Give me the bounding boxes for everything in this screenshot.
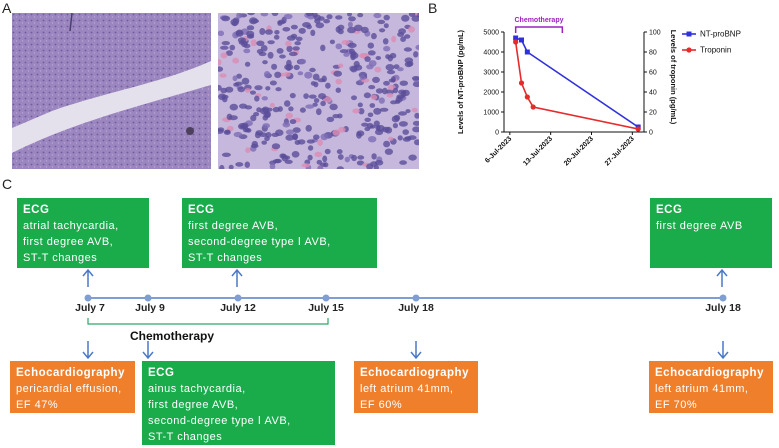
- box-line: second-degree type Ⅰ AVB,: [188, 236, 331, 248]
- box-title: ECG: [656, 204, 683, 216]
- box-line: pericardial effusion,: [16, 383, 122, 395]
- ecg-box-july7: ECG atrial tachycardia, first degree AVB…: [17, 198, 149, 268]
- data-point: [635, 126, 641, 132]
- up-arrow-icon: [231, 268, 243, 287]
- down-arrow-icon: [410, 341, 422, 360]
- left-tick-label: 5000: [483, 30, 499, 37]
- chemotherapy-bracket: [514, 26, 564, 33]
- date-label: July 7: [75, 302, 105, 314]
- timeline-panel: ECG atrial tachycardia, first degree AVB…: [0, 190, 779, 448]
- box-line: ainus tachycardia,: [148, 383, 246, 395]
- panel-label-b: B: [428, 0, 438, 16]
- right-tick-label: 40: [649, 90, 657, 97]
- box-line: EF 47%: [16, 399, 59, 411]
- box-line: left atrium 41mm,: [655, 383, 749, 395]
- box-line: EF 70%: [655, 399, 698, 411]
- echo-box-july18: Echocardiography left atrium 41mm, EF 60…: [354, 361, 478, 413]
- ecg-box-july12: ECG first degree AVB, second-degree type…: [182, 198, 377, 268]
- right-tick-label: 60: [649, 70, 657, 77]
- timeline-marker: [719, 294, 727, 302]
- timeline-marker: [322, 294, 330, 302]
- y-right-axis-label: Levels of troponin (pg/mL): [669, 30, 678, 125]
- echo-box-july7: Echocardiography pericardial effusion, E…: [10, 361, 135, 413]
- timeline-marker: [234, 294, 242, 302]
- cell-texture: [218, 13, 419, 169]
- ecg-box-july18: ECG first degree AVB: [650, 198, 772, 268]
- echo-box-july18-second: Echocardiography left atrium 41mm, EF 70…: [649, 361, 773, 413]
- box-line: first degree AVB,: [148, 399, 239, 411]
- data-point: [518, 80, 525, 86]
- box-line: first degree AVB,: [188, 220, 279, 232]
- data-point: [524, 49, 530, 55]
- x-tick-label: 13-Jul-2023: [522, 135, 554, 167]
- down-arrow-icon: [717, 341, 729, 360]
- down-arrow-icon: [142, 341, 154, 360]
- left-tick-label: 2000: [483, 90, 499, 97]
- histology-high-magnification-image: [218, 13, 419, 169]
- legend-marker: [686, 47, 692, 53]
- legend-label: Troponin: [700, 46, 731, 55]
- legend-label: NT-proBNP: [700, 30, 741, 39]
- box-line: left atrium 41mm,: [360, 383, 454, 395]
- box-title: Echocardiography: [16, 367, 125, 379]
- histology-low-magnification-image: [12, 13, 211, 169]
- data-point: [513, 35, 519, 41]
- left-tick-label: 0: [495, 130, 499, 137]
- date-label: July 12: [220, 302, 256, 314]
- series-line-nt-probnp: [515, 37, 639, 128]
- box-title: Echocardiography: [655, 367, 764, 379]
- timeline-axis: [88, 297, 723, 299]
- data-point: [519, 37, 524, 43]
- box-title: Echocardiography: [360, 367, 469, 379]
- panel-label-a: A: [2, 0, 12, 16]
- box-line: ST-T changes: [188, 252, 263, 264]
- box-title: ECG: [188, 204, 215, 216]
- box-line: atrial tachycardia,: [23, 220, 119, 232]
- date-label: July 18: [705, 302, 741, 314]
- data-point: [524, 94, 530, 100]
- chemotherapy-annotation: Chemotherapy: [514, 17, 563, 24]
- box-line: EF 60%: [360, 399, 403, 411]
- ecg-box-july9: ECG ainus tachycardia, first degree AVB,…: [142, 361, 335, 445]
- chemotherapy-bracket: [87, 318, 329, 325]
- left-tick-label: 3000: [483, 70, 499, 77]
- box-title: ECG: [23, 204, 50, 216]
- date-label: July 18: [398, 302, 434, 314]
- data-point: [530, 104, 536, 110]
- x-tick-label: 6-Jul-2023: [484, 135, 513, 164]
- timeline-marker: [144, 294, 152, 302]
- right-tick-label: 80: [649, 50, 657, 57]
- x-tick-label: 20-Jul-2023: [563, 135, 595, 167]
- date-label: July 15: [308, 302, 344, 314]
- y-left-axis-label: Levels of NT-proBNP (pg/mL): [456, 29, 465, 134]
- timeline-marker: [412, 294, 420, 302]
- box-line: ST-T changes: [23, 252, 98, 264]
- box-line: first degree AVB,: [23, 236, 114, 248]
- right-tick-label: 20: [649, 110, 657, 117]
- biomarker-line-chart: 0 1000 2000 3000 4000 5000 0 20 40 60 80 100 6-Jul-2…: [456, 17, 741, 167]
- date-label: July 9: [135, 302, 165, 314]
- chemotherapy-label: Chemotherapy: [130, 329, 215, 343]
- down-arrow-icon: [82, 341, 94, 360]
- up-arrow-icon: [82, 268, 94, 287]
- box-title: ECG: [148, 367, 175, 379]
- left-tick-label: 1000: [483, 110, 499, 117]
- right-tick-label: 0: [649, 130, 653, 137]
- left-tick-label: 4000: [483, 50, 499, 57]
- up-arrow-icon: [716, 268, 728, 287]
- timeline-marker: [84, 294, 92, 302]
- data-point: [513, 39, 519, 45]
- box-line: second-degree type Ⅰ AVB,: [148, 415, 291, 427]
- panel-label-c: C: [2, 176, 13, 192]
- right-tick-label: 100: [649, 30, 661, 37]
- legend-marker: [686, 31, 692, 37]
- box-line: ST-T changes: [148, 431, 223, 443]
- box-line: first degree AVB: [656, 220, 743, 232]
- x-tick-label: 27-Jul-2023: [604, 135, 636, 167]
